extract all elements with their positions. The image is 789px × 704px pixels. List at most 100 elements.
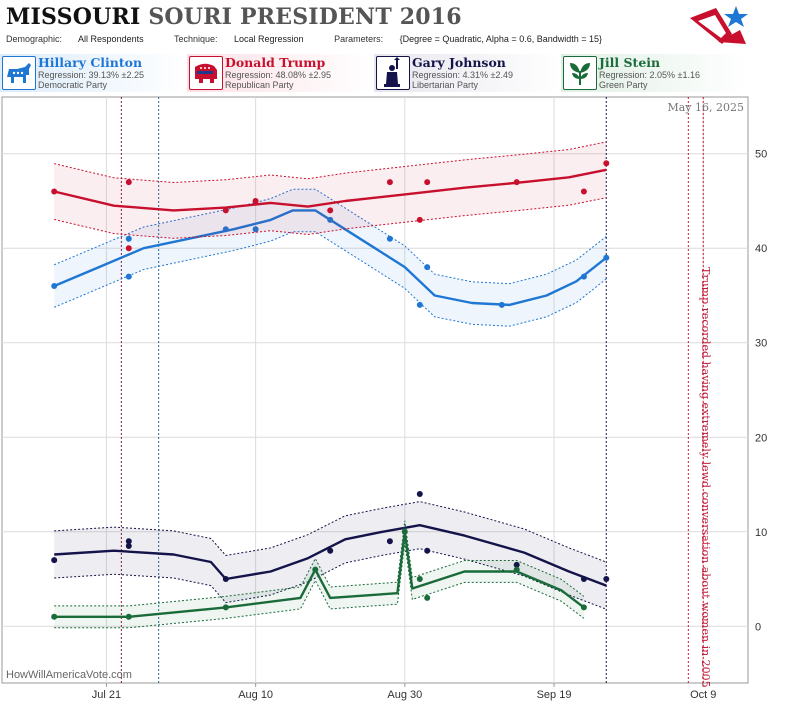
candidate-name: Donald Trump	[225, 55, 326, 70]
poll-point	[222, 576, 229, 582]
donkey-icon	[2, 56, 36, 90]
header: MISSOURI SOURI PRESIDENT 2016 Demographi…	[0, 0, 789, 52]
poll-point	[125, 543, 132, 549]
confidence-band	[54, 141, 607, 239]
y-tick-label: 40	[755, 243, 767, 255]
poll-point	[603, 160, 610, 167]
poll-point	[416, 576, 423, 582]
confidence-lower	[54, 197, 607, 239]
confidence-lower	[54, 542, 585, 629]
confidence-band	[54, 189, 607, 327]
y-tick-label: 0	[755, 621, 761, 633]
x-tick-label: Oct 9	[690, 689, 716, 701]
poll-point	[513, 561, 520, 568]
y-tick-label: 30	[755, 338, 767, 350]
confidence-band	[54, 501, 607, 610]
title-rest: SOURI PRESIDENT 2016	[148, 4, 462, 30]
poll-point	[386, 235, 393, 242]
poll-point	[51, 613, 58, 620]
candidate-regression: Regression: 2.05% ±1.16	[599, 70, 700, 80]
candidate-stein: Jill Stein Regression: 2.05% ±1.16 Green…	[561, 54, 747, 92]
poll-point	[424, 179, 431, 186]
poll-point	[125, 273, 132, 280]
parameters-label: Parameters:	[334, 34, 384, 44]
poll-point	[327, 216, 334, 223]
candidate-name: Jill Stein	[599, 55, 661, 70]
poll-point	[51, 188, 58, 195]
poll-point	[603, 576, 610, 582]
candidate-regression: Regression: 39.13% ±2.25	[38, 70, 145, 80]
elephant-icon	[189, 56, 223, 90]
poll-point	[416, 216, 423, 223]
poll-point	[327, 207, 334, 214]
site-logo	[690, 6, 748, 44]
poll-point	[125, 179, 132, 186]
series-jill-stein	[51, 520, 587, 629]
parameters-value: {Degree = Quadratic, Alpha = 0.6, Bandwi…	[399, 34, 603, 44]
x-tick-label: Aug 10	[238, 689, 273, 701]
poll-point	[252, 198, 259, 204]
x-tick-label: Aug 30	[387, 689, 422, 701]
series-hillary-clinton	[51, 188, 610, 327]
date-label: May 16, 2025	[667, 101, 744, 114]
poll-point	[125, 245, 132, 252]
candidate-regression: Regression: 48.08% ±2.95	[225, 70, 332, 80]
poll-point	[424, 547, 431, 554]
poll-point	[51, 283, 58, 289]
poll-point	[125, 538, 132, 545]
page-title: MISSOURI SOURI PRESIDENT 2016	[6, 4, 462, 30]
poll-point	[386, 538, 393, 545]
confidence-upper	[54, 520, 585, 607]
parameters-line: Demographic: All Respondents Technique: …	[6, 34, 630, 44]
poll-point	[580, 188, 587, 195]
candidate-clinton: Hillary Clinton Regression: 39.13% ±2.25…	[0, 54, 186, 92]
poll-point	[51, 557, 58, 564]
y-tick-label: 50	[755, 149, 767, 161]
poll-point	[424, 594, 431, 601]
poll-point	[580, 273, 587, 280]
poll-point	[252, 226, 259, 233]
candidate-name: Gary Johnson	[412, 55, 506, 70]
poll-point	[513, 566, 520, 573]
technique-value: Local Regression	[234, 34, 304, 44]
poll-point	[498, 301, 505, 308]
plot-area	[1, 96, 749, 684]
series-donald-trump	[51, 141, 610, 252]
poll-point	[327, 547, 334, 554]
y-tick-label: 20	[755, 432, 767, 444]
statue-of-liberty-icon	[376, 56, 410, 90]
candidate-regression: Regression: 4.31% ±2.49	[412, 70, 513, 80]
y-tick-label: 10	[755, 527, 767, 539]
poll-point	[125, 613, 132, 620]
candidate-party: Republican Party	[225, 80, 294, 90]
confidence-upper	[54, 141, 607, 184]
event-annotation: Trump recorded having extremely lewd con…	[699, 267, 712, 688]
confidence-lower	[54, 548, 607, 610]
poll-point	[222, 604, 229, 611]
demographic-label: Demographic:	[6, 34, 63, 44]
poll-point	[386, 179, 393, 186]
poll-point	[222, 226, 229, 233]
poll-point	[416, 301, 423, 308]
poll-point	[580, 576, 587, 582]
confidence-upper	[54, 501, 607, 563]
poll-point	[580, 604, 587, 611]
poll-point	[125, 235, 132, 242]
candidate-party: Democratic Party	[38, 80, 108, 90]
poll-point	[401, 528, 408, 535]
poll-point	[416, 491, 423, 497]
poll-point	[424, 264, 431, 271]
technique-label: Technique:	[173, 34, 218, 44]
x-tick-label: Jul 21	[92, 689, 121, 701]
candidate-name: Hillary Clinton	[38, 55, 143, 70]
series-gary-johnson	[51, 491, 610, 610]
candidate-trump: Donald Trump Regression: 48.08% ±2.95 Re…	[187, 54, 373, 92]
leaf-icon	[563, 56, 597, 90]
candidate-party: Libertarian Party	[412, 80, 479, 90]
candidate-party: Green Party	[599, 80, 648, 90]
poll-point	[603, 254, 610, 261]
title-state: MISSOURI	[6, 4, 141, 30]
demographic-value: All Respondents	[78, 34, 144, 44]
confidence-upper	[54, 188, 607, 285]
